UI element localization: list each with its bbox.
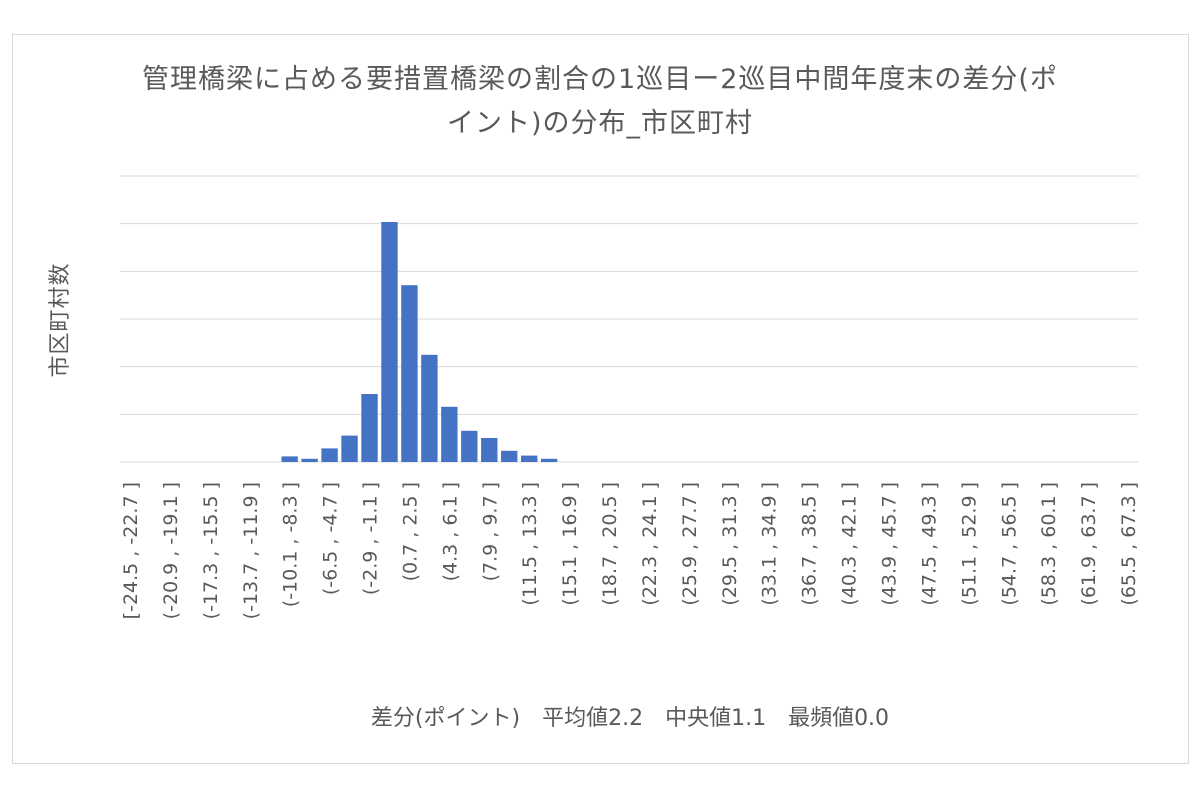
x-tick-label: (47.5 , 49.3 ] — [918, 482, 940, 606]
x-tick-label: (18.7 , 20.5 ] — [599, 482, 621, 606]
histogram-bar — [401, 285, 418, 462]
x-tick-label: (40.3 , 42.1 ] — [839, 482, 861, 606]
x-tick-label: (-10.1 , -8.3 ] — [280, 482, 302, 607]
histogram-bar — [481, 438, 498, 462]
x-tick-label: (-13.7 , -11.9 ] — [240, 482, 262, 619]
x-tick-label: (25.9 , 27.7 ] — [679, 482, 701, 606]
histogram-bar — [341, 435, 358, 462]
chart-title: 管理橋梁に占める要措置橋梁の割合の1巡目ー2巡目中間年度末の差分(ポ イント)の… — [20, 58, 1180, 146]
chart-title-line-2: イント)の分布_市区町村 — [446, 108, 754, 139]
x-tick-label: (51.1 , 52.9 ] — [958, 482, 980, 606]
histogram-bar — [521, 455, 538, 462]
x-tick-label: (4.3 , 6.1 ] — [439, 482, 461, 581]
x-tick-label: [-24.5 , -22.7 ] — [120, 482, 142, 619]
histogram-bar — [461, 430, 478, 462]
histogram-bar — [441, 406, 458, 462]
x-tick-label: (65.5 , 67.3 ] — [1118, 482, 1140, 606]
x-tick-label: (11.5 , 13.3 ] — [519, 482, 541, 606]
histogram-bar — [321, 448, 338, 462]
x-tick-label: (0.7 , 2.5 ] — [399, 482, 421, 581]
histogram-bar — [381, 222, 398, 462]
histogram-bar — [361, 394, 378, 462]
x-tick-label: (43.9 , 45.7 ] — [878, 482, 900, 606]
x-tick-label: (-17.3 , -15.5 ] — [200, 482, 222, 619]
x-tick-label: (54.7 , 56.5 ] — [998, 482, 1020, 606]
chart-frame — [12, 34, 1189, 764]
histogram-bar — [281, 456, 298, 462]
x-tick-label: (22.3 , 24.1 ] — [639, 482, 661, 606]
histogram-bar — [501, 450, 518, 462]
histogram-bar — [421, 354, 438, 462]
x-tick-label: (29.5 , 31.3 ] — [719, 482, 741, 606]
x-tick-label: (61.9 , 63.7 ] — [1078, 482, 1100, 606]
chart-title-line-1: 管理橋梁に占める要措置橋梁の割合の1巡目ー2巡目中間年度末の差分(ポ — [142, 64, 1058, 95]
x-tick-label: (36.7 , 38.5 ] — [799, 482, 821, 606]
histogram-bar — [301, 458, 318, 462]
x-tick-label: (-6.5 , -4.7 ] — [320, 482, 342, 595]
x-tick-label: (-20.9 , -19.1 ] — [160, 482, 182, 619]
histogram-bar — [540, 458, 558, 462]
x-tick-label: (33.1 , 34.9 ] — [759, 482, 781, 606]
x-tick-label: (7.9 , 9.7 ] — [479, 482, 501, 581]
x-tick-label: (15.1 , 16.9 ] — [559, 482, 581, 606]
x-axis-label: 差分(ポイント) 平均値2.2 中央値1.1 最頻値0.0 — [370, 706, 890, 731]
x-tick-label: (-2.9 , -1.1 ] — [360, 482, 382, 595]
x-tick-label: (58.3 , 60.1 ] — [1038, 482, 1060, 606]
